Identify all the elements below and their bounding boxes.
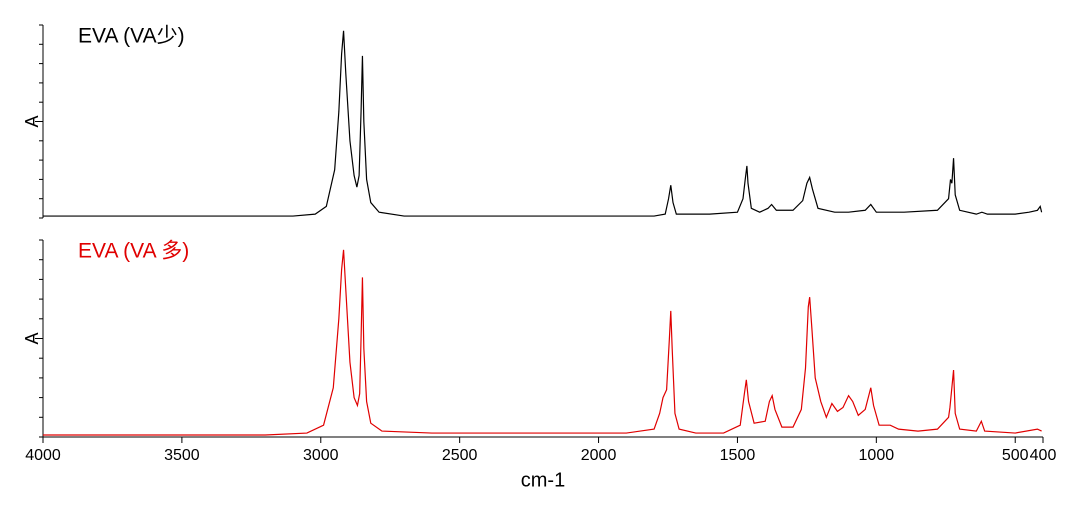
x-tick-label: 500 xyxy=(1002,447,1029,464)
spectrum-line xyxy=(43,249,1042,436)
x-tick-label: 3500 xyxy=(164,447,200,464)
panel-title: EVA (VA少) xyxy=(78,25,185,48)
y-axis-label: A xyxy=(22,332,42,344)
x-axis-label: cm-1 xyxy=(521,469,565,491)
x-tick-label: 4000 xyxy=(25,447,61,464)
x-tick-label: 1000 xyxy=(859,447,895,464)
panel-title: EVA (VA 多) xyxy=(78,240,189,263)
x-tick-label: 1500 xyxy=(720,447,756,464)
x-tick-label: 2000 xyxy=(581,447,617,464)
x-tick-label: 3000 xyxy=(303,447,339,464)
spectrum-line xyxy=(43,30,1043,217)
y-axis-label: A xyxy=(22,115,42,127)
x-tick-label: 2500 xyxy=(442,447,478,464)
x-tick-label: 400 xyxy=(1030,447,1057,464)
